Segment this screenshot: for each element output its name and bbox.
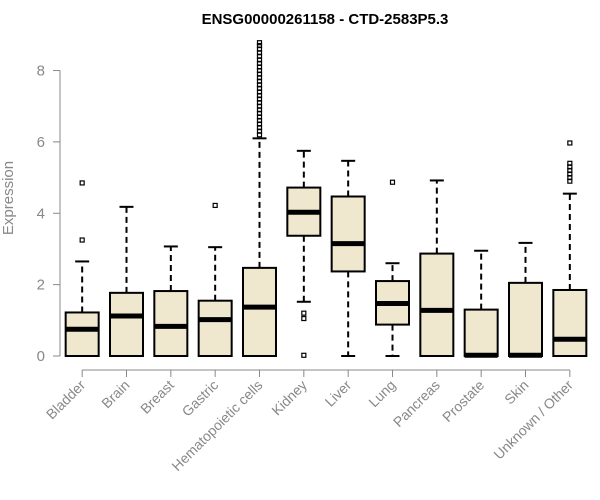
- x-tick-label: Liver: [322, 377, 355, 410]
- outlier-point: [567, 140, 573, 146]
- outlier-point: [389, 179, 396, 185]
- box-group: [242, 40, 277, 357]
- box-iqr: [242, 266, 277, 357]
- y-tick-label: 4: [37, 205, 45, 222]
- box-group: [197, 202, 233, 357]
- y-tick-label: 2: [37, 277, 45, 294]
- box-group: [153, 245, 189, 357]
- box-group: [330, 159, 366, 357]
- box-iqr: [508, 281, 543, 357]
- box-iqr: [197, 299, 233, 357]
- x-tick-label: Brain: [98, 377, 132, 411]
- y-tick-label: 8: [37, 63, 45, 80]
- boxes-layer: [64, 40, 588, 358]
- outlier-point: [567, 160, 573, 166]
- box-iqr: [463, 308, 499, 358]
- box-group: [64, 180, 100, 357]
- outlier-point: [301, 352, 307, 358]
- x-tick-label: Prostate: [439, 377, 487, 425]
- box-iqr: [153, 290, 189, 357]
- outlier-point: [301, 315, 307, 322]
- x-tick-label: Skin: [501, 377, 532, 408]
- box-group: [552, 140, 588, 358]
- box-iqr: [552, 288, 588, 358]
- x-tick-label: Bladder: [43, 377, 89, 423]
- box-iqr: [109, 291, 144, 357]
- x-tick-label: Pancreas: [390, 377, 443, 430]
- outlier-point: [256, 42, 263, 49]
- box-group: [375, 179, 410, 357]
- outlier-point: [79, 237, 85, 243]
- y-tick-label: 6: [37, 134, 45, 151]
- outlier-point: [212, 202, 218, 209]
- y-axis: 0 2 4 6 8: [37, 63, 61, 365]
- box-group: [286, 149, 322, 358]
- x-tick-label: Unknown / Other: [490, 377, 576, 463]
- box-iqr: [419, 252, 455, 357]
- x-tick-label: Breast: [137, 377, 177, 417]
- box-iqr: [330, 195, 366, 273]
- box-group: [419, 179, 455, 357]
- y-axis-label: Expression: [0, 161, 17, 235]
- chart-title: ENSG00000261158 - CTD-2583P5.3: [202, 11, 449, 28]
- x-tick-label: Lung: [365, 377, 398, 410]
- y-tick-label: 0: [37, 348, 45, 365]
- box-group: [109, 205, 144, 357]
- outlier-point: [256, 40, 263, 46]
- box-iqr: [64, 311, 100, 357]
- box-group: [463, 249, 499, 358]
- outlier-point: [301, 310, 307, 316]
- box-group: [508, 241, 543, 358]
- x-tick-label: Kidney: [268, 377, 310, 419]
- x-tick-label: Gastric: [179, 377, 222, 420]
- outlier-point: [79, 180, 85, 186]
